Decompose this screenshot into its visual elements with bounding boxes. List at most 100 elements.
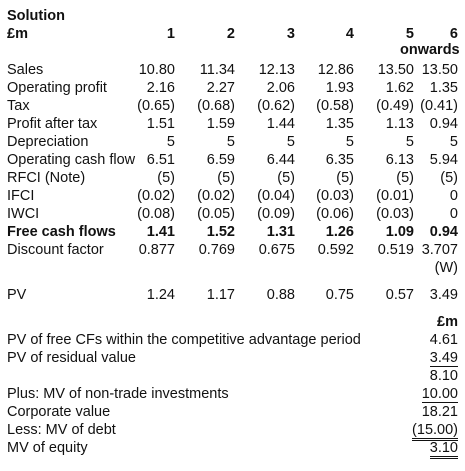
row-label: PV [7, 287, 27, 303]
summary-label: MV of equity [7, 440, 88, 456]
row-label: Profit after tax [7, 116, 98, 132]
column-header-6: 6 [449, 26, 458, 42]
row-label: Discount factor [7, 242, 104, 258]
summary-row-subtotal: 8.10 [0, 367, 465, 385]
table-cell: (0.68) [197, 98, 235, 114]
table-cell: (5) [277, 170, 295, 186]
column-header-6-onwards: onwards [400, 42, 460, 58]
table-cell: 5 [449, 134, 458, 150]
table-row-discount-factor: Discount factor 0.877 0.769 0.675 0.592 … [0, 241, 465, 259]
column-header-3: 3 [286, 26, 295, 42]
column-header-5: 5 [405, 26, 414, 42]
table-cell: (0.09) [257, 206, 295, 222]
table-cell: 0 [449, 206, 458, 222]
column-header-row: £m 1 2 3 4 5 6 [0, 25, 465, 43]
summary-value: 3.10 [429, 440, 458, 459]
table-cell: 5 [405, 134, 414, 150]
table-cell: 1.44 [266, 116, 295, 132]
summary-value: 3.49 [429, 350, 458, 367]
table-cell: 3.707 [421, 242, 458, 258]
column-sub-header-row: onwards [0, 41, 465, 59]
table-cell: 1.52 [206, 224, 235, 240]
table-cell: 1.59 [206, 116, 235, 132]
table-cell: 6.51 [146, 152, 175, 168]
table-cell: 0.675 [258, 242, 295, 258]
table-cell: 2.06 [266, 80, 295, 96]
table-cell: 1.93 [325, 80, 354, 96]
table-cell: (5) [157, 170, 175, 186]
table-row-free-cash-flows: Free cash flows 1.41 1.52 1.31 1.26 1.09… [0, 223, 465, 241]
table-cell: (0.05) [197, 206, 235, 222]
table-cell: 0.769 [198, 242, 235, 258]
row-label: Depreciation [7, 134, 89, 150]
row-label: Operating cash flow [7, 152, 136, 168]
column-header-2: 2 [226, 26, 235, 42]
column-header-1: 1 [166, 26, 175, 42]
summary-unit: £m [437, 314, 458, 330]
table-cell: 5 [345, 134, 354, 150]
table-cell: 6.44 [266, 152, 295, 168]
table-cell: 10.80 [138, 62, 175, 78]
working-note-row: (W) [0, 259, 465, 277]
table-cell: (0.62) [257, 98, 295, 114]
table-cell: 1.24 [146, 287, 175, 303]
table-cell: (0.41) [420, 98, 458, 114]
table-row: Tax (0.65) (0.68) (0.62) (0.58) (0.49) (… [0, 97, 465, 115]
row-label: IFCI [7, 188, 35, 204]
table-row: Operating profit 2.16 2.27 2.06 1.93 1.6… [0, 79, 465, 97]
summary-value: 18.21 [421, 404, 458, 420]
table-cell: 0.519 [377, 242, 414, 258]
summary-value: 8.10 [429, 368, 458, 384]
table-cell: 13.50 [377, 62, 414, 78]
table-row-pv: PV 1.24 1.17 0.88 0.75 0.57 3.49 [0, 286, 465, 304]
table-cell: 6.35 [325, 152, 354, 168]
table-cell: 2.27 [206, 80, 235, 96]
table-cell: 5 [226, 134, 235, 150]
solution-title-row: Solution [0, 7, 465, 25]
table-cell: (0.04) [257, 188, 295, 204]
summary-row: PV of free CFs within the competitive ad… [0, 331, 465, 349]
table-cell: 1.51 [146, 116, 175, 132]
table-cell: 11.34 [199, 62, 235, 78]
table-cell: 0.88 [266, 287, 295, 303]
summary-row: Less: MV of debt (15.00) [0, 421, 465, 441]
table-cell: 0.57 [385, 287, 414, 303]
table-cell: 1.35 [429, 80, 458, 96]
summary-value: 10.00 [421, 386, 458, 403]
table-cell: 2.16 [146, 80, 175, 96]
summary-unit-row: £m [0, 313, 465, 331]
table-row: Profit after tax 1.51 1.59 1.44 1.35 1.1… [0, 115, 465, 133]
table-cell: 0.877 [138, 242, 175, 258]
summary-row: Corporate value 18.21 [0, 403, 465, 421]
table-row: Depreciation 5 5 5 5 5 5 [0, 133, 465, 151]
table-cell: 0.592 [317, 242, 354, 258]
table-cell: (0.03) [316, 188, 354, 204]
table-cell: 1.31 [266, 224, 295, 240]
table-cell: (0.49) [376, 98, 414, 114]
column-header-4: 4 [345, 26, 354, 42]
table-cell: (5) [217, 170, 235, 186]
table-cell: (0.08) [137, 206, 175, 222]
table-cell: 5 [286, 134, 295, 150]
table-cell: 12.86 [317, 62, 354, 78]
table-cell: (0.02) [197, 188, 235, 204]
row-label: IWCI [7, 206, 40, 222]
table-cell: 1.26 [325, 224, 354, 240]
table-cell: 5 [166, 134, 175, 150]
working-note-ref: (W) [434, 260, 458, 276]
table-cell: 0.94 [429, 224, 458, 240]
solution-title: Solution [7, 8, 65, 24]
table-row: RFCI (Note) (5) (5) (5) (5) (5) (5) [0, 169, 465, 187]
row-label: RFCI (Note) [7, 170, 86, 186]
table-cell: 13.50 [421, 62, 458, 78]
table-cell: 0.94 [429, 116, 458, 132]
row-label: Free cash flows [7, 224, 116, 240]
row-label: Operating profit [7, 80, 107, 96]
summary-label: Corporate value [7, 404, 111, 420]
row-label: Tax [7, 98, 30, 114]
table-row: IWCI (0.08) (0.05) (0.09) (0.06) (0.03) … [0, 205, 465, 223]
table-cell: 5.94 [429, 152, 458, 168]
table-cell: 3.49 [429, 287, 458, 303]
table-cell: 1.62 [385, 80, 414, 96]
table-row: Sales 10.80 11.34 12.13 12.86 13.50 13.5… [0, 61, 465, 79]
